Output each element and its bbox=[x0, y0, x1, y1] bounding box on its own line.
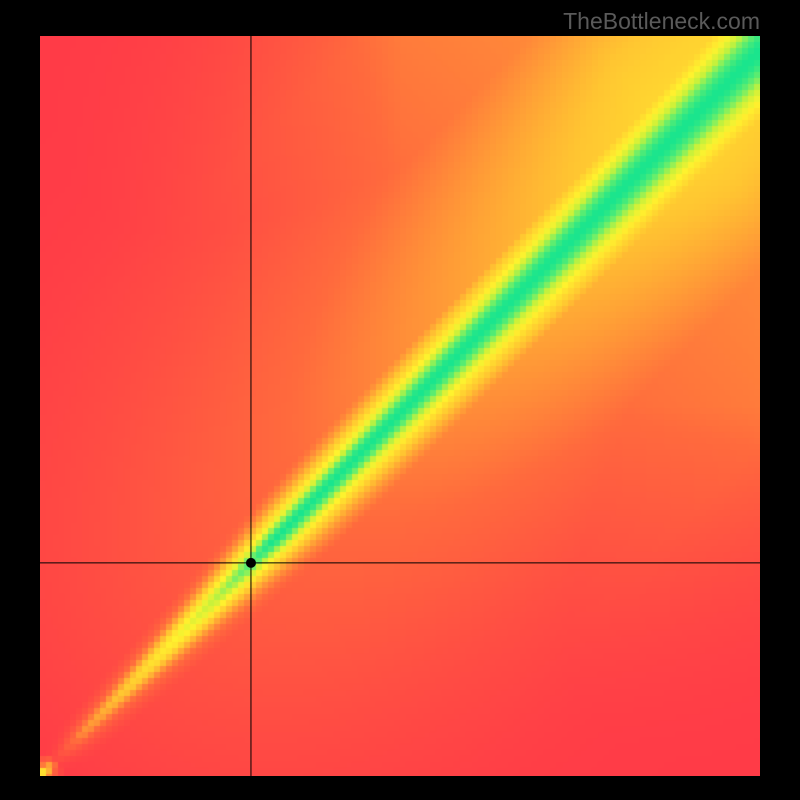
bottleneck-heatmap bbox=[40, 36, 760, 776]
chart-container: TheBottleneck.com bbox=[0, 0, 800, 800]
watermark-text: TheBottleneck.com bbox=[563, 8, 760, 35]
